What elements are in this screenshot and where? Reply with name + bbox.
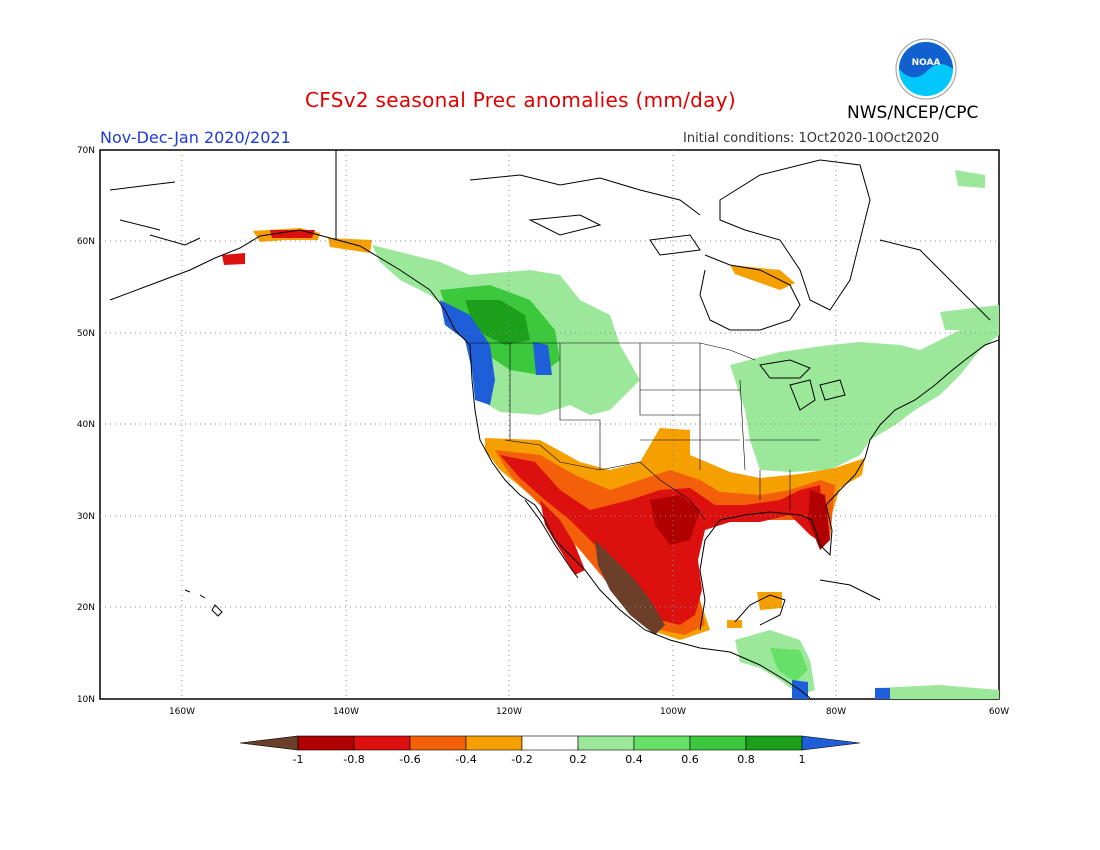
anomaly-florida-darkred xyxy=(808,490,830,550)
colorbar-ticks: -1 -0.8 -0.6 -0.4 -0.2 0.2 0.4 0.6 0.8 1 xyxy=(293,753,806,766)
lat-labels: 70N 60N 50N 40N 30N 20N 10N xyxy=(77,146,95,705)
colorbar-box xyxy=(465,735,523,751)
anomaly-pnw-blue xyxy=(440,300,495,405)
lat-label-40n: 40N xyxy=(77,420,95,430)
lat-label-50n: 50N xyxy=(77,329,95,339)
colorbar-box xyxy=(353,735,411,751)
anomaly-alaska-red xyxy=(270,230,315,238)
colorbar-box xyxy=(409,735,467,751)
anomaly-central-america-green2 xyxy=(770,648,808,682)
colorbar-box xyxy=(689,735,747,751)
colorbar-arrow-high xyxy=(801,735,861,751)
lon-label-140w: 140W xyxy=(333,707,359,717)
lat-label-30n: 30N xyxy=(77,512,95,522)
colorbar-tick-label: -0.4 xyxy=(455,753,476,766)
colorbar-tick-label: 0.6 xyxy=(681,753,699,766)
lon-label-80w: 80W xyxy=(826,707,846,717)
colorbar-tick-label: 0.2 xyxy=(569,753,587,766)
colorbar-box xyxy=(577,735,635,751)
colorbar-tick-label: -0.2 xyxy=(511,753,532,766)
chart-title: CFSv2 seasonal Prec anomalies (mm/day) xyxy=(305,88,736,112)
lat-label-60n: 60N xyxy=(77,237,95,247)
colorbar-tick-label: 0.4 xyxy=(625,753,643,766)
anomaly-mexico-brown xyxy=(595,540,665,635)
period-label: Nov-Dec-Jan 2020/2021 xyxy=(100,128,291,147)
colorbar-box xyxy=(633,735,691,751)
colorbar-box xyxy=(297,735,355,751)
anomaly-greenland-green xyxy=(955,170,985,188)
colorbar-tick-label: 0.8 xyxy=(737,753,755,766)
colorbar-tick-label: -1 xyxy=(293,753,304,766)
colorbar-tick-label: -0.6 xyxy=(399,753,420,766)
initial-conditions-label: Initial conditions: 1Oct2020-10Oct2020 xyxy=(683,131,940,146)
colorbar-tick-label: 1 xyxy=(799,753,806,766)
anomaly-labrador-green xyxy=(940,305,999,330)
borders xyxy=(470,342,820,521)
anomaly-canada-west-deepgreen xyxy=(465,300,530,345)
colorbar-arrow-low xyxy=(239,735,299,751)
anomaly-baja-red xyxy=(540,500,585,575)
logo-text: NOAA xyxy=(912,58,941,68)
anomaly-alaska-west xyxy=(222,253,245,265)
anomaly-south-red xyxy=(500,455,825,625)
anomaly-belize-orange xyxy=(727,620,742,628)
lat-label-70n: 70N xyxy=(77,146,95,156)
lon-label-60w: 60W xyxy=(989,707,1009,717)
anomaly-idaho-blue xyxy=(533,342,552,375)
anomaly-yukon-orange xyxy=(328,238,372,253)
lon-label-160w: 160W xyxy=(169,707,195,717)
colorbar-boxes xyxy=(239,735,861,751)
lon-label-120w: 120W xyxy=(496,707,522,717)
lon-label-100w: 100W xyxy=(660,707,686,717)
coastlines xyxy=(109,150,999,699)
lat-label-20n: 20N xyxy=(77,603,95,613)
colorbar-box xyxy=(521,735,579,751)
anomaly-hudson-orange xyxy=(730,265,795,290)
colorbar: -1 -0.8 -0.6 -0.4 -0.2 0.2 0.4 0.6 0.8 1 xyxy=(239,735,861,766)
anomaly-colombia-green xyxy=(875,685,999,699)
anomaly-colombia-blue xyxy=(875,688,890,699)
lat-label-10n: 10N xyxy=(77,695,95,705)
noaa-logo: NOAA xyxy=(895,38,957,100)
agency-label: NWS/NCEP/CPC xyxy=(847,103,979,123)
anomaly-great-lakes-green xyxy=(730,310,999,472)
lon-labels: 160W 140W 120W 100W 80W 60W xyxy=(169,707,1009,717)
anomaly-texas-darkred xyxy=(650,495,700,545)
colorbar-box xyxy=(745,735,803,751)
colorbar-tick-label: -0.8 xyxy=(343,753,364,766)
